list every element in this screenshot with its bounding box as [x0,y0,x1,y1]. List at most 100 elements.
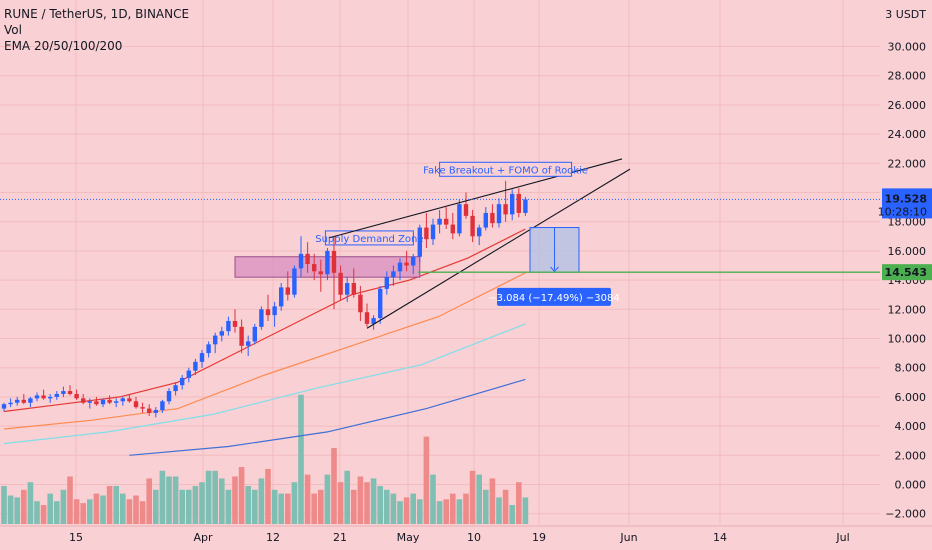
candle-body[interactable] [470,215,475,237]
candle-body[interactable] [28,398,33,403]
candle-body[interactable] [54,393,59,397]
candle-body[interactable] [1,404,7,409]
candle-body[interactable] [417,227,422,257]
candle-body[interactable] [48,396,53,399]
candle-body[interactable] [87,401,92,403]
candle-body[interactable] [516,193,521,213]
candle-body[interactable] [523,199,528,213]
ema-indicator-label[interactable]: EMA 20/50/100/200 [4,39,123,53]
candle-body[interactable] [483,212,488,228]
candle-body[interactable] [74,393,79,399]
candle-body[interactable] [166,391,172,402]
candle-body[interactable] [127,398,132,402]
candle-body[interactable] [252,326,257,342]
candle-body[interactable] [94,401,99,405]
candle-body[interactable] [463,204,469,216]
measure-tool[interactable]: −3.084 (−17.49%) −3084 [488,227,620,306]
candle-body[interactable] [34,395,40,399]
candle-body[interactable] [15,399,20,403]
time-axis[interactable]: 15 Apr 12 21 May 10 19 Jun 14 Jul [0,525,932,550]
supply-zone-label[interactable]: Supply Demand Zone [315,234,423,245]
candle-body[interactable] [246,341,251,346]
candle-body[interactable] [206,344,211,354]
candle-body[interactable] [41,395,46,399]
candle-body[interactable] [371,318,376,324]
candle-body[interactable] [8,402,13,405]
candle-body[interactable] [384,277,389,289]
candle-body[interactable] [67,391,73,394]
candle-body[interactable] [193,361,198,371]
symbol-title[interactable]: RUNE / TetherUS, 1D, BINANCE [4,7,190,21]
price-axis[interactable]: 3 USDT 30.000 28.000 26.000 24.000 22.000 18.0… [878,0,932,550]
candle-body[interactable] [239,326,244,346]
candle-body[interactable] [160,401,165,411]
candle-body[interactable] [358,294,363,313]
candle-body[interactable] [450,224,455,234]
candle-body[interactable] [318,271,323,275]
candle-body[interactable] [120,398,125,402]
candle-body[interactable] [279,287,284,307]
time-tick-label: 21 [333,531,347,544]
candle-body[interactable] [404,262,409,266]
candle-body[interactable] [140,407,145,409]
candle-body[interactable] [444,218,449,225]
candle-body[interactable] [180,377,185,386]
candle-body[interactable] [213,335,218,345]
volume-bar [34,501,40,524]
candles[interactable] [1,180,528,418]
candle-body[interactable] [305,253,310,265]
volume-bar [153,489,159,524]
candle-body[interactable] [391,271,396,278]
candle-body[interactable] [477,227,482,237]
candle-body[interactable] [81,398,86,403]
candle-body[interactable] [437,218,442,225]
candle-body[interactable] [147,408,152,413]
time-axis-bg [0,526,932,550]
candle-body[interactable] [186,370,191,378]
candle-body[interactable] [285,287,290,295]
candle-body[interactable] [133,401,139,408]
candle-body[interactable] [114,401,119,403]
candle-body[interactable] [292,268,297,295]
candle-body[interactable] [496,204,502,224]
candle-body[interactable] [510,193,515,215]
candle-body[interactable] [259,309,264,327]
candle-body[interactable] [345,283,350,295]
breakout-label[interactable]: Fake Breakout + FOMO of Rookie [423,165,588,176]
candle-body[interactable] [351,283,356,295]
candle-body[interactable] [338,272,343,295]
candle-body[interactable] [298,253,304,269]
volume-indicator-label[interactable]: Vol [4,23,22,37]
candle-body[interactable] [272,306,277,316]
candle-body[interactable] [503,204,508,215]
volume-bar [456,499,463,524]
wedge-upper-line[interactable] [329,158,623,239]
measure-label[interactable]: −3.084 (−17.49%) −3084 [488,293,620,304]
candle-body[interactable] [397,262,403,272]
candle-body[interactable] [312,264,317,272]
candle-body[interactable] [424,227,429,240]
candle-body[interactable] [226,320,231,332]
candle-body[interactable] [199,353,205,362]
candle-body[interactable] [219,331,224,336]
candle-body[interactable] [331,250,337,273]
candle-body[interactable] [325,250,330,275]
candle-body[interactable] [107,399,112,403]
candle-body[interactable] [21,399,26,403]
candle-body[interactable] [265,309,271,316]
candle-body[interactable] [364,312,370,324]
volume-bar [285,493,291,524]
candle-body[interactable] [430,224,436,240]
candle-body[interactable] [411,256,416,266]
wedge-lower-line[interactable] [366,168,631,329]
candle-body[interactable] [100,399,106,405]
rising-wedge-lines[interactable]: Fake Breakout + FOMO of Rookie [329,158,631,329]
candle-body[interactable] [232,320,238,327]
candle-body[interactable] [153,410,158,413]
candle-body[interactable] [490,212,495,224]
candle-body[interactable] [173,385,178,392]
candle-body[interactable] [457,204,462,234]
candle-body[interactable] [61,391,66,394]
candle-body[interactable] [378,288,383,319]
